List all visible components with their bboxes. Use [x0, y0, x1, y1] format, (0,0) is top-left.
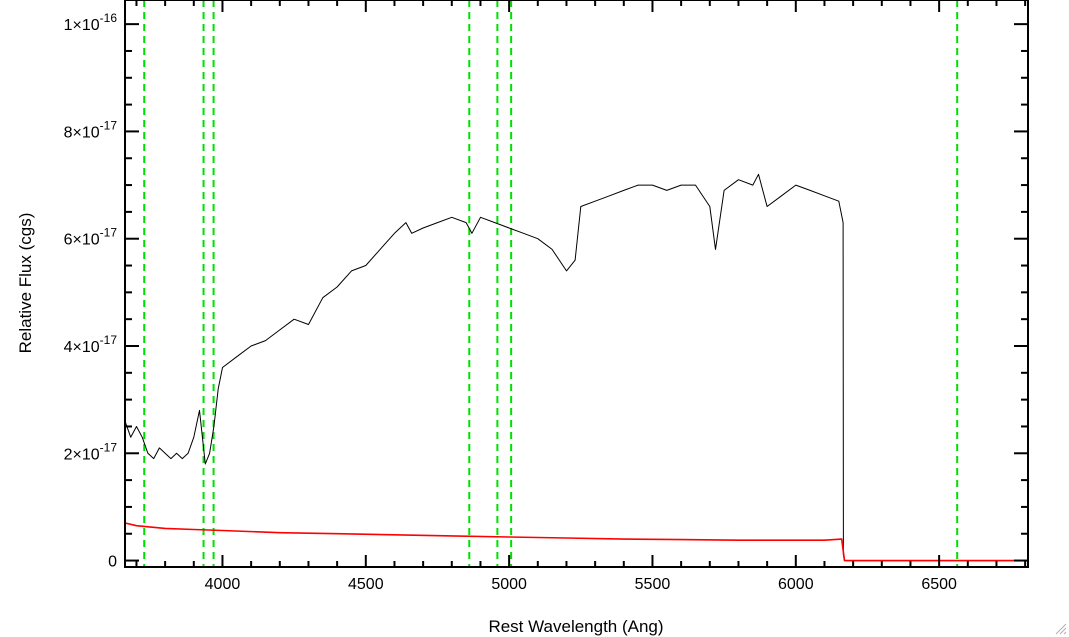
x-tick-label: 6500 [921, 576, 957, 593]
y-axis-title: Relative Flux (cgs) [16, 213, 35, 354]
reference-lines [143, 0, 959, 567]
resize-grip-icon[interactable] [1053, 621, 1067, 635]
y-tick-labels: 0 2×10-17 4×10-17 6×10-17 8×10-17 1×10-16 [64, 11, 118, 570]
x-tick-label: 4000 [205, 576, 241, 593]
x-tick-label: 5000 [491, 576, 527, 593]
y-tick-label: 4×10-17 [64, 333, 118, 356]
y-tick-label: 1×10-16 [64, 11, 118, 34]
x-tick-label: 4500 [348, 576, 384, 593]
y-tick-label: 2×10-17 [64, 440, 118, 463]
series-line-0 [124, 173, 1028, 562]
x-tick-label: 6000 [778, 576, 814, 593]
plot-frame [124, 0, 1029, 568]
series-layer [124, 173, 1028, 562]
x-axis-title: Rest Wavelength (Ang) [488, 617, 663, 636]
y-tick-label: 8×10-17 [64, 118, 118, 141]
y-tick-label: 0 [108, 554, 117, 571]
x-tick-labels: 4000 4500 5000 5500 6000 6500 [205, 576, 957, 593]
x-tick-label: 5500 [635, 576, 671, 593]
series-line-1 [124, 522, 1028, 562]
y-tick-label: 6×10-17 [64, 226, 118, 249]
